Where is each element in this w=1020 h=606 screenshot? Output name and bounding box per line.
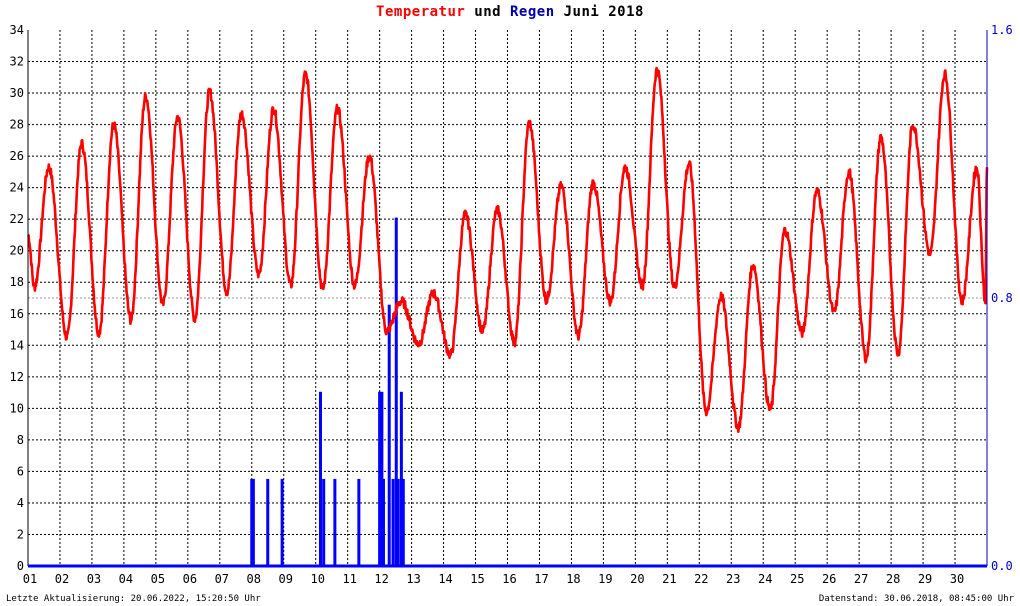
title-rain: Regen	[510, 4, 555, 20]
x-tick-label: 05	[151, 572, 165, 586]
x-tick-label: 23	[726, 572, 740, 586]
rain-bar	[381, 478, 385, 566]
x-tick-label: 24	[758, 572, 772, 586]
x-tick-label: 04	[119, 572, 133, 586]
y-left-tick-label: 20	[10, 244, 24, 258]
x-tick-label: 20	[630, 572, 644, 586]
rain-bar	[378, 391, 382, 566]
y-left-tick-label: 10	[10, 401, 24, 415]
rain-bar	[280, 478, 284, 566]
x-tick-label: 10	[310, 572, 324, 586]
x-tick-label: 03	[87, 572, 101, 586]
x-tick-label: 17	[534, 572, 548, 586]
x-tick-label: 27	[854, 572, 868, 586]
y-left-tick-label: 12	[10, 370, 24, 384]
y-right-tick-label: 1.6	[991, 23, 1013, 37]
y-left-tick-label: 8	[17, 433, 24, 447]
rain-bar	[399, 391, 403, 566]
y-left-tick-label: 18	[10, 275, 24, 289]
y-left-tick-label: 24	[10, 181, 24, 195]
rain-series	[250, 217, 405, 566]
rain-bar	[266, 478, 270, 566]
y-left-tick-label: 34	[10, 23, 24, 37]
rain-bar	[322, 478, 326, 566]
x-tick-label: 08	[247, 572, 261, 586]
x-axis-labels: 01 02 03 04 05 06 07 08 09 10 11 12 13 14 15 16 17 18 19 20…	[23, 572, 964, 586]
x-tick-label: 02	[55, 572, 69, 586]
rain-bar	[251, 478, 255, 566]
axes	[27, 30, 988, 568]
temperature-line	[27, 66, 989, 433]
x-tick-label: 09	[279, 572, 293, 586]
rain-bar	[357, 478, 361, 566]
x-tick-label: 14	[438, 572, 452, 586]
x-tick-label: 29	[918, 572, 932, 586]
x-tick-label: 30	[950, 572, 964, 586]
x-tick-label: 25	[790, 572, 804, 586]
rain-bar	[387, 304, 391, 566]
x-tick-label: 13	[406, 572, 420, 586]
rain-bar	[394, 217, 398, 566]
y-left-tick-label: 32	[10, 55, 24, 69]
x-tick-label: 18	[566, 572, 580, 586]
y-left-tick-label: 0	[17, 559, 24, 573]
footer-last-update: Letzte Aktualisierung: 20.06.2022, 15:20…	[6, 594, 261, 604]
x-tick-label: 16	[502, 572, 516, 586]
rain-bar	[333, 478, 337, 566]
rain-bar	[396, 478, 400, 566]
y-left-tick-label: 16	[10, 307, 24, 321]
y-axis-right-labels: 0.0 0.8 1.6	[991, 23, 1013, 573]
x-tick-label: 11	[342, 572, 356, 586]
footer-data-status: Datenstand: 30.06.2018, 08:45:00 Uhr	[818, 594, 1014, 604]
x-tick-label: 19	[598, 572, 612, 586]
rain-bar	[250, 478, 254, 566]
x-tick-label: 12	[374, 572, 388, 586]
y-left-tick-label: 26	[10, 149, 24, 163]
x-tick-label: 06	[183, 572, 197, 586]
y-left-tick-label: 14	[10, 338, 24, 352]
title-connector: und	[465, 4, 510, 20]
rain-bar	[318, 391, 322, 566]
chart-title: Temperatur und Regen Juni 2018	[0, 4, 1020, 20]
y-left-tick-label: 4	[17, 496, 24, 510]
x-tick-label: 26	[822, 572, 836, 586]
y-right-tick-label: 0.8	[991, 291, 1013, 305]
temperature-series	[27, 66, 989, 433]
x-tick-label: 07	[215, 572, 229, 586]
title-period: Juni 2018	[554, 4, 644, 20]
y-right-tick-label: 0.0	[991, 559, 1013, 573]
y-left-tick-label: 6	[17, 464, 24, 478]
y-left-tick-label: 22	[10, 212, 24, 226]
title-temperature: Temperatur	[376, 4, 466, 20]
y-left-tick-label: 30	[10, 86, 24, 100]
y-left-tick-label: 2	[17, 527, 24, 541]
x-tick-label: 28	[886, 572, 900, 586]
rain-bar	[401, 478, 405, 566]
x-tick-label: 22	[694, 572, 708, 586]
x-tick-label: 15	[470, 572, 484, 586]
x-tick-label: 01	[23, 572, 37, 586]
x-tick-label: 21	[662, 572, 676, 586]
rain-bar	[391, 478, 395, 566]
rain-bar	[380, 391, 384, 566]
y-left-tick-label: 28	[10, 118, 24, 132]
